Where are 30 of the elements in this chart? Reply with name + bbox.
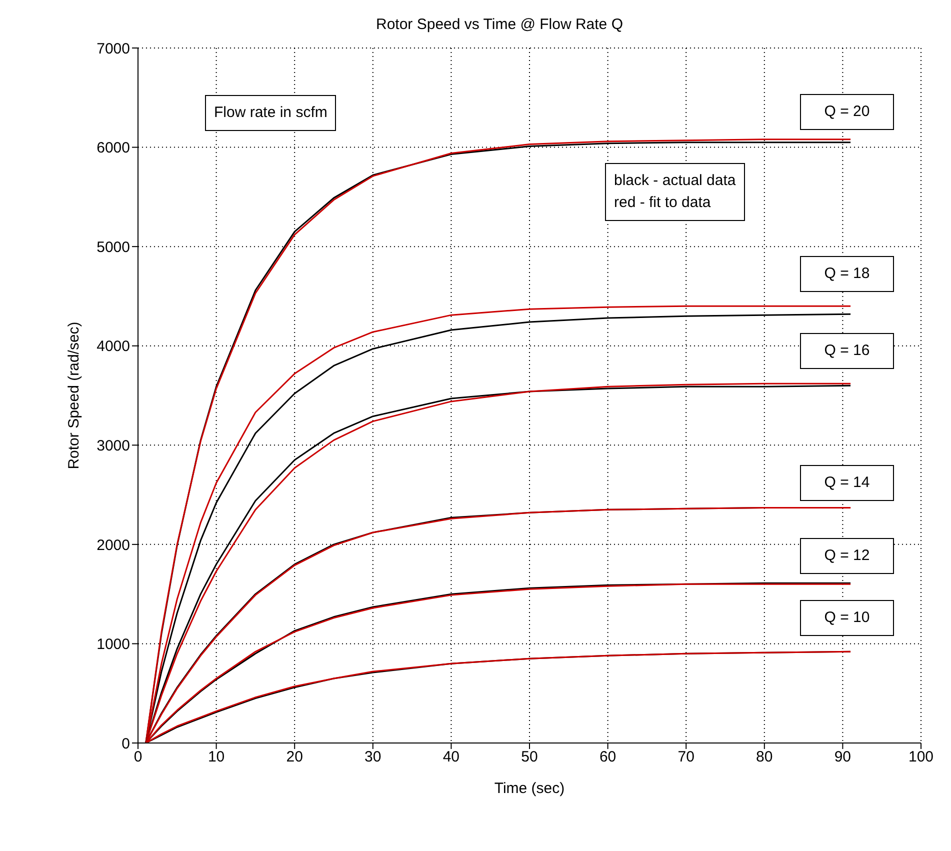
x-tick-label: 70 [678, 748, 694, 766]
x-tick-label: 40 [442, 748, 460, 766]
x-tick-label: 30 [364, 748, 382, 766]
y-tick-label: 7000 [96, 40, 130, 58]
y-tick-label: 6000 [96, 140, 130, 157]
y-tick-label: 0 [122, 735, 130, 752]
y-axis-title: Rotor Speed (rad/sec) [65, 322, 82, 470]
note-box: Flow rate in scfm [205, 95, 336, 131]
x-tick-label: 0 [134, 748, 142, 766]
x-tick-label: 20 [286, 748, 303, 766]
y-tick-label: 1000 [96, 636, 130, 654]
note-box: Q = 12 [800, 538, 894, 574]
x-tick-label: 10 [208, 748, 225, 766]
y-tick-label: 3000 [96, 437, 130, 454]
chart-title: Rotor Speed vs Time @ Flow Rate Q [375, 16, 624, 33]
x-tick-label: 60 [599, 748, 616, 766]
x-axis-title: Time (sec) [494, 780, 565, 797]
x-tick-label: 80 [756, 748, 773, 766]
note-box: black - actual data red - fit to data [605, 163, 745, 221]
x-tick-label: 90 [834, 748, 852, 766]
note-box: Q = 10 [800, 600, 894, 636]
y-tick-label: 2000 [96, 536, 130, 554]
x-tick-label: 100 [908, 748, 934, 766]
x-tick-label: 50 [521, 748, 538, 766]
note-box: Q = 18 [800, 256, 894, 292]
note-box: Q = 16 [800, 333, 894, 369]
note-box: Q = 20 [800, 94, 894, 130]
y-tick-label: 4000 [96, 338, 130, 356]
y-tick-label: 5000 [96, 238, 130, 256]
note-box: Q = 14 [800, 465, 894, 501]
